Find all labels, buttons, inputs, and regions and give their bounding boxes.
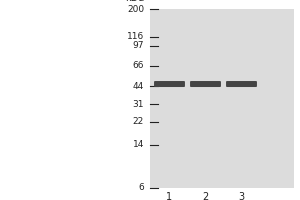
Text: 200: 200 <box>127 4 144 14</box>
Text: kDa: kDa <box>125 0 144 3</box>
Text: 6: 6 <box>138 184 144 192</box>
Text: 14: 14 <box>133 140 144 149</box>
Text: 31: 31 <box>133 100 144 109</box>
Bar <box>150 9 294 188</box>
Text: 3: 3 <box>238 192 244 200</box>
Text: 116: 116 <box>127 32 144 41</box>
FancyBboxPatch shape <box>226 81 257 87</box>
Text: 97: 97 <box>133 41 144 50</box>
Text: 2: 2 <box>202 192 208 200</box>
FancyBboxPatch shape <box>154 81 185 87</box>
Text: 1: 1 <box>167 192 172 200</box>
FancyBboxPatch shape <box>190 81 221 87</box>
Text: 44: 44 <box>133 82 144 91</box>
Text: 22: 22 <box>133 117 144 126</box>
Text: 66: 66 <box>133 61 144 70</box>
